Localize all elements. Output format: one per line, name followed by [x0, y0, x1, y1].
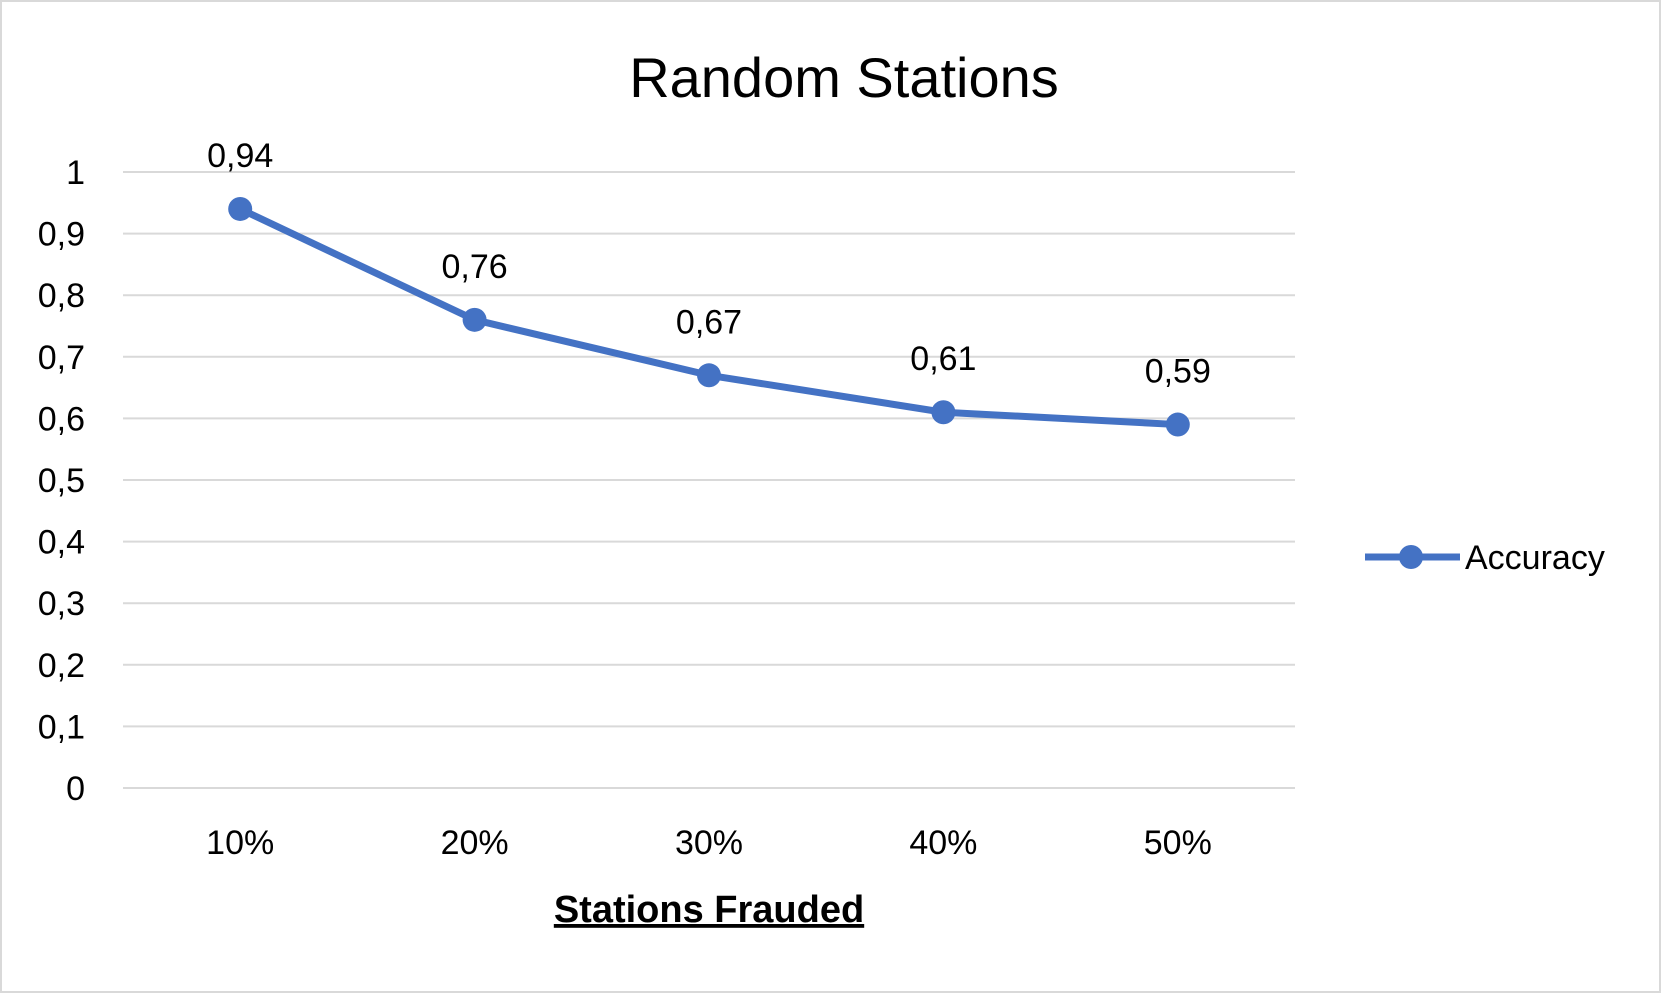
y-tick-label: 0,8	[38, 277, 85, 315]
data-label: 0,76	[442, 248, 508, 286]
data-label: 0,67	[676, 303, 742, 341]
x-axis-ticks: 10% 20% 30% 40% 50%	[206, 824, 1212, 862]
legend-label: Accuracy	[1465, 539, 1605, 577]
data-point	[1165, 412, 1190, 437]
y-tick-label: 0,6	[38, 400, 85, 438]
y-tick-label: 0,9	[38, 216, 85, 254]
legend: Accuracy	[1365, 539, 1605, 577]
x-axis-title: Stations Frauded	[554, 889, 864, 931]
y-tick-label: 1	[66, 154, 85, 192]
data-point	[697, 363, 721, 388]
y-tick-label: 0,4	[38, 524, 85, 562]
y-tick-label: 0,1	[38, 708, 85, 746]
x-tick-label: 10%	[206, 824, 274, 862]
data-label: 0,61	[910, 340, 976, 378]
y-tick-label: 0,5	[38, 462, 85, 500]
y-tick-label: 0,2	[38, 647, 85, 685]
x-tick-label: 40%	[909, 824, 977, 862]
x-tick-label: 30%	[675, 824, 743, 862]
legend-marker-icon	[1399, 545, 1423, 569]
x-tick-label: 50%	[1144, 824, 1212, 862]
y-tick-label: 0,7	[38, 339, 85, 377]
y-axis-ticks: 0 0,1 0,2 0,3 0,4 0,5 0,6 0,7 0,8 0,9 1	[38, 154, 85, 808]
chart-title: Random Stations	[629, 46, 1059, 109]
data-label: 0,94	[207, 137, 273, 175]
data-label: 0,59	[1145, 353, 1211, 391]
x-tick-label: 20%	[441, 824, 509, 862]
data-point	[228, 196, 253, 221]
y-tick-label: 0	[66, 770, 85, 808]
data-labels: 0,94 0,76 0,67 0,61 0,59	[207, 137, 1211, 391]
data-point	[462, 307, 487, 332]
gridlines	[123, 171, 1295, 789]
series-accuracy	[228, 196, 1190, 437]
y-tick-label: 0,3	[38, 585, 85, 623]
data-point	[931, 400, 956, 425]
